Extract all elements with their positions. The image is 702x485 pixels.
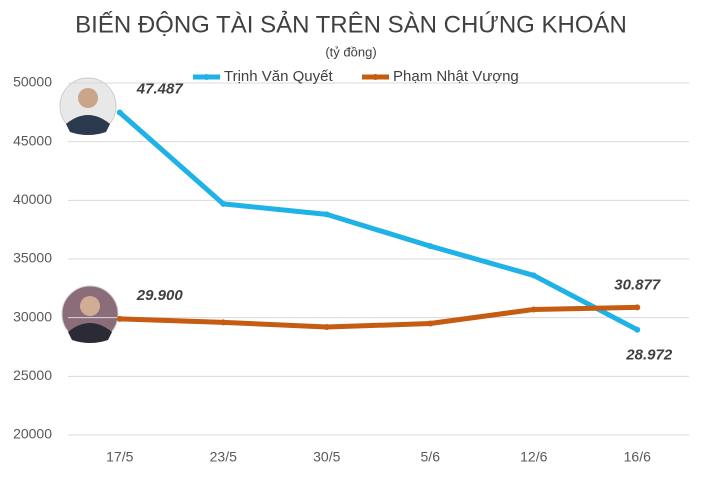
y-tick-label: 45000: [13, 132, 52, 148]
chart-title: BIẾN ĐỘNG TÀI SẢN TRÊN SÀN CHỨNG KHOÁN: [75, 9, 627, 38]
y-tick-label: 40000: [13, 191, 52, 207]
y-tick-label: 30000: [13, 308, 52, 324]
y-tick-label: 20000: [13, 426, 52, 442]
legend-marker: [203, 74, 210, 80]
x-tick-label: 30/5: [313, 449, 340, 465]
x-tick-label: 17/5: [106, 449, 133, 465]
data-label: 47.487: [136, 80, 184, 97]
x-tick-label: 12/6: [520, 449, 547, 465]
x-tick-label: 23/5: [210, 449, 237, 465]
legend-label: Trịnh Văn Quyết: [224, 68, 333, 85]
data-label: 29.900: [136, 287, 184, 304]
data-point: [323, 324, 330, 331]
legend-marker: [372, 74, 379, 80]
avatar: [59, 77, 117, 135]
data-point: [634, 326, 641, 333]
avatar: [61, 285, 119, 343]
data-point: [530, 306, 537, 313]
data-point: [116, 109, 123, 116]
data-point: [116, 315, 123, 322]
data-point: [530, 272, 537, 279]
data-point: [323, 211, 330, 218]
data-label: 28.972: [625, 347, 673, 364]
data-point: [220, 319, 227, 326]
series-line: [117, 109, 640, 333]
data-label: 30.877: [614, 276, 661, 293]
data-point: [634, 304, 641, 311]
series-line: [117, 304, 640, 330]
legend-label: Phạm Nhật Vượng: [393, 68, 519, 85]
data-point: [427, 243, 434, 250]
y-tick-label: 50000: [13, 74, 52, 90]
y-tick-label: 25000: [13, 367, 52, 383]
chart-subtitle: (tỷ đồng): [325, 44, 376, 59]
y-tick-label: 35000: [13, 250, 52, 266]
x-tick-label: 16/6: [624, 449, 651, 465]
x-tick-label: 5/6: [421, 449, 441, 465]
data-point: [427, 320, 434, 327]
data-point: [220, 200, 227, 207]
